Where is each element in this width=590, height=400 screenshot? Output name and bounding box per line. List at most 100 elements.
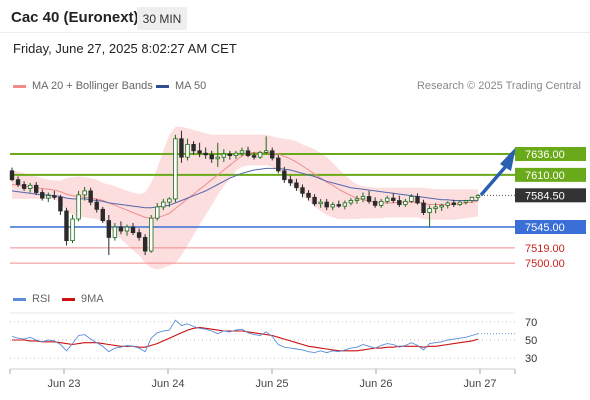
candle-body	[276, 157, 281, 172]
candle-body	[245, 150, 251, 157]
candle-body	[324, 201, 329, 208]
rsi-swatch	[13, 297, 26, 301]
bollinger-band	[12, 126, 478, 270]
x-tick-label: Jun 25	[255, 378, 288, 390]
candle-body	[209, 154, 214, 160]
candle-body	[136, 232, 142, 238]
candle-body	[270, 150, 275, 159]
price-label-last-bg	[515, 188, 586, 203]
candle-body	[112, 226, 118, 238]
candle-body	[312, 196, 317, 205]
candle-body	[451, 202, 456, 205]
candle-body	[342, 202, 348, 207]
candle-body	[457, 201, 463, 205]
price-label-7636.00-bg	[515, 147, 586, 161]
candle-body	[197, 150, 202, 154]
legend-rsi-label: RSI	[32, 293, 51, 305]
interval-selector[interactable]: 30 MIN	[137, 7, 187, 30]
candle-body	[427, 208, 432, 213]
x-tick-label: Jun 26	[359, 378, 392, 390]
candle-body	[257, 151, 263, 158]
candle-body	[40, 192, 45, 199]
candle-body	[330, 204, 335, 208]
x-tick-label: Jun 27	[463, 378, 496, 390]
candle-body	[251, 155, 257, 158]
candle-body	[306, 192, 311, 198]
price-label-7610.00: 7610.00	[525, 170, 565, 182]
candle-body	[391, 197, 396, 201]
legend-rsi-ma-label: 9MA	[81, 293, 104, 305]
candle-body	[173, 138, 178, 200]
price-label-7545.00-bg	[515, 220, 586, 234]
price-label-7610.00-bg	[515, 167, 586, 182]
rsi-tick-30: 30	[525, 353, 537, 365]
candle-body	[27, 184, 33, 189]
legend-rsi-ma: 9MA	[62, 293, 104, 305]
forecast-arrow-shaft	[479, 163, 509, 197]
candle-body	[106, 220, 112, 238]
candle-body	[70, 218, 75, 242]
candle-body	[148, 217, 154, 252]
candle-body	[221, 153, 227, 158]
candle-body	[378, 200, 384, 206]
candle-body	[130, 226, 136, 234]
rsi-tick-70: 70	[525, 317, 537, 329]
candle-body	[52, 195, 57, 198]
price-label-7519.00: 7519.00	[525, 243, 565, 255]
candle-body	[233, 152, 239, 157]
candle-body	[161, 201, 166, 208]
candle-body	[167, 198, 172, 203]
candle-body	[34, 184, 39, 193]
candle-body	[46, 195, 51, 199]
legend-ma20-label: MA 20 + Bollinger Bands	[32, 80, 153, 92]
candle-body	[179, 138, 184, 158]
instrument-title: Cac 40 (Euronext)	[11, 9, 139, 26]
price-label-7500.00: 7500.00	[525, 258, 565, 270]
candle-body	[227, 153, 233, 157]
candle-body	[445, 202, 450, 206]
candle-body	[288, 179, 293, 184]
candle-body	[415, 196, 420, 204]
candle-body	[318, 201, 323, 205]
rsi-ma-swatch	[62, 297, 75, 301]
candle-body	[64, 210, 69, 242]
candle-body	[155, 206, 160, 219]
candle-body	[185, 143, 190, 158]
candle-body	[354, 198, 360, 201]
candle-body	[118, 226, 124, 232]
candle-body	[94, 201, 99, 210]
candle-body	[203, 152, 208, 156]
candle-body	[366, 196, 372, 202]
timestamp: Friday, June 27, 2025 8:02:27 AM CET	[13, 41, 237, 56]
ma20-swatch	[13, 84, 26, 88]
ma50-swatch	[156, 84, 169, 88]
candle-body	[88, 190, 93, 203]
price-label-last: 7584.50	[525, 190, 565, 202]
header-divider	[0, 32, 590, 33]
rsi-tick-50: 50	[525, 335, 537, 347]
x-tick-label: Jun 24	[151, 378, 184, 390]
candle-body	[124, 226, 130, 232]
candle-body	[100, 208, 105, 221]
candle-body	[421, 202, 426, 213]
candle-body	[15, 179, 21, 185]
rsi-line	[11, 319, 479, 354]
candle-body	[58, 196, 63, 212]
candle-body	[215, 156, 220, 160]
candle-body	[397, 200, 402, 205]
candle-body	[191, 143, 196, 152]
candle-body	[372, 200, 378, 206]
candle-body	[463, 200, 469, 203]
legend-ma50-label: MA 50	[175, 80, 207, 92]
price-label-7636.00: 7636.00	[525, 149, 565, 161]
candle-body	[300, 187, 305, 194]
candle-body	[385, 197, 390, 202]
candle-body	[403, 200, 408, 205]
legend-ma50: MA 50	[156, 80, 206, 92]
candle-body	[82, 190, 87, 196]
legend-rsi: RSI	[13, 293, 50, 305]
candle-body	[294, 182, 299, 189]
candle-body	[282, 170, 287, 181]
candle-body	[469, 196, 475, 201]
